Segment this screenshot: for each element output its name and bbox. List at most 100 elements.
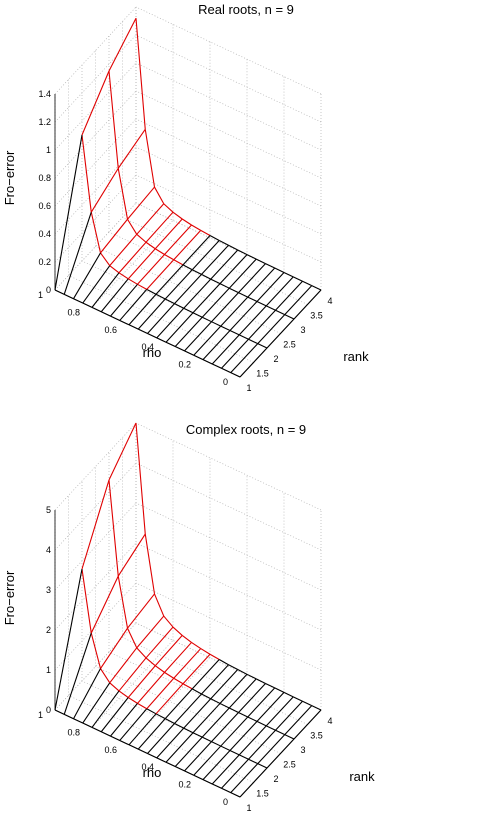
surface-mesh-line bbox=[191, 240, 220, 271]
surface-mesh-line bbox=[238, 305, 267, 336]
surface-mesh-line bbox=[192, 312, 203, 318]
surface-mesh-line bbox=[220, 716, 249, 747]
surface-mesh-line bbox=[211, 741, 221, 747]
surface-mesh-line bbox=[239, 767, 268, 798]
surface-mesh-line bbox=[153, 593, 165, 617]
surface-mesh-line bbox=[274, 267, 285, 273]
surface-mesh-line bbox=[154, 665, 165, 673]
rho-axis-label: rho bbox=[143, 345, 162, 360]
rank-tick-label: 2.5 bbox=[283, 340, 296, 350]
surface-mesh-line bbox=[145, 211, 174, 243]
surface-mesh-line bbox=[265, 263, 275, 269]
grid-line bbox=[54, 62, 137, 151]
surface-mesh-line bbox=[200, 229, 211, 237]
surface-mesh-line bbox=[201, 693, 212, 700]
surface-mesh-line bbox=[256, 720, 267, 727]
surface-mesh-line bbox=[54, 568, 83, 711]
surface-mesh-line bbox=[230, 372, 241, 378]
surface-mesh-line bbox=[165, 732, 194, 763]
z-tick-label: 1 bbox=[46, 145, 51, 155]
surface-mesh-line bbox=[221, 787, 231, 794]
surface-mesh-line bbox=[163, 615, 174, 628]
surface-mesh-line bbox=[201, 244, 229, 275]
surface-mesh-line bbox=[155, 683, 184, 715]
z-tick-label: 4 bbox=[46, 545, 51, 555]
surface-mesh-line bbox=[174, 693, 202, 724]
surface-mesh-line bbox=[248, 309, 276, 340]
surface-mesh-line bbox=[165, 761, 176, 768]
surface-mesh-line bbox=[90, 632, 102, 669]
surface-mesh-line bbox=[81, 568, 92, 634]
surface-mesh-line bbox=[283, 271, 294, 278]
rho-tick-label: 1 bbox=[38, 290, 43, 300]
surface-mesh-line bbox=[137, 718, 166, 750]
grid-line bbox=[135, 582, 322, 671]
surface-mesh-line bbox=[154, 635, 183, 667]
surface-mesh-line bbox=[136, 203, 165, 235]
rank-tick-label: 2 bbox=[273, 354, 278, 364]
surface-mesh-line bbox=[118, 657, 147, 692]
surface-mesh-line bbox=[247, 267, 276, 298]
surface-mesh-line bbox=[138, 328, 148, 334]
surface-mesh-line bbox=[257, 763, 268, 769]
rank-tick-label: 1 bbox=[246, 803, 251, 813]
surface-mesh-line bbox=[117, 168, 129, 220]
surface-mesh-line bbox=[229, 330, 240, 336]
grid-line bbox=[135, 622, 322, 711]
surface-mesh-line bbox=[228, 664, 239, 671]
surface-mesh-line bbox=[110, 703, 138, 737]
surface-mesh-line bbox=[172, 211, 183, 220]
surface-mesh-line bbox=[154, 186, 165, 204]
surface-mesh-line bbox=[265, 276, 294, 307]
surface-mesh-line bbox=[117, 129, 146, 169]
surface-mesh-line bbox=[284, 285, 313, 316]
surface-mesh-line bbox=[202, 359, 213, 365]
surface-mesh-line bbox=[164, 718, 175, 724]
grid-line bbox=[108, 651, 295, 740]
surface-mesh-line bbox=[174, 274, 202, 305]
rank-axis-label: rank bbox=[349, 769, 375, 784]
surface-mesh-line bbox=[210, 249, 239, 280]
surface-mesh-line bbox=[293, 696, 303, 702]
surface-mesh-line bbox=[266, 738, 295, 769]
grid-line bbox=[54, 118, 137, 207]
surface-mesh-line bbox=[119, 288, 148, 321]
surface-mesh-line bbox=[246, 254, 257, 260]
rho-tick-label: 0.6 bbox=[104, 745, 117, 755]
grid-line bbox=[54, 6, 137, 95]
surface-mesh-line bbox=[219, 673, 248, 704]
surface-mesh-line bbox=[173, 229, 202, 261]
surface-mesh-line bbox=[63, 632, 92, 715]
surface-mesh-line bbox=[238, 712, 248, 718]
surface-mesh-line bbox=[248, 758, 258, 765]
grid-line bbox=[54, 542, 137, 631]
surface-mesh-line bbox=[220, 296, 249, 327]
grid-line bbox=[135, 174, 322, 263]
rho-tick-label: 1 bbox=[38, 710, 43, 720]
surface-mesh-line bbox=[91, 690, 120, 728]
rank-tick-label: 3.5 bbox=[310, 731, 323, 741]
surface-mesh-line bbox=[239, 754, 249, 760]
grid-line bbox=[165, 674, 248, 763]
surface-mesh-line bbox=[246, 673, 257, 680]
surface-mesh-line bbox=[220, 745, 231, 751]
chart-title: Real roots, n = 9 bbox=[198, 2, 294, 17]
rank-axis-label: rank bbox=[343, 349, 369, 364]
surface-mesh-line bbox=[110, 283, 138, 317]
surface-mesh-line bbox=[154, 218, 183, 250]
surface-mesh-line bbox=[218, 240, 229, 246]
surface-mesh-line bbox=[108, 422, 137, 481]
surface-mesh-line bbox=[247, 687, 276, 718]
surface-mesh-line bbox=[110, 315, 120, 321]
surface-mesh-line bbox=[54, 709, 65, 715]
surface-mesh-line bbox=[192, 703, 221, 734]
surface-mesh-line bbox=[202, 316, 212, 323]
surface-mesh-line bbox=[155, 264, 184, 295]
surface-mesh-line bbox=[302, 700, 312, 707]
surface-mesh-line bbox=[302, 280, 312, 287]
z-tick-label: 1 bbox=[46, 665, 51, 675]
surface-mesh-line bbox=[165, 312, 194, 343]
surface-mesh-line bbox=[229, 749, 240, 756]
surface-mesh-line bbox=[144, 129, 156, 188]
surface-mesh-line bbox=[81, 134, 92, 213]
